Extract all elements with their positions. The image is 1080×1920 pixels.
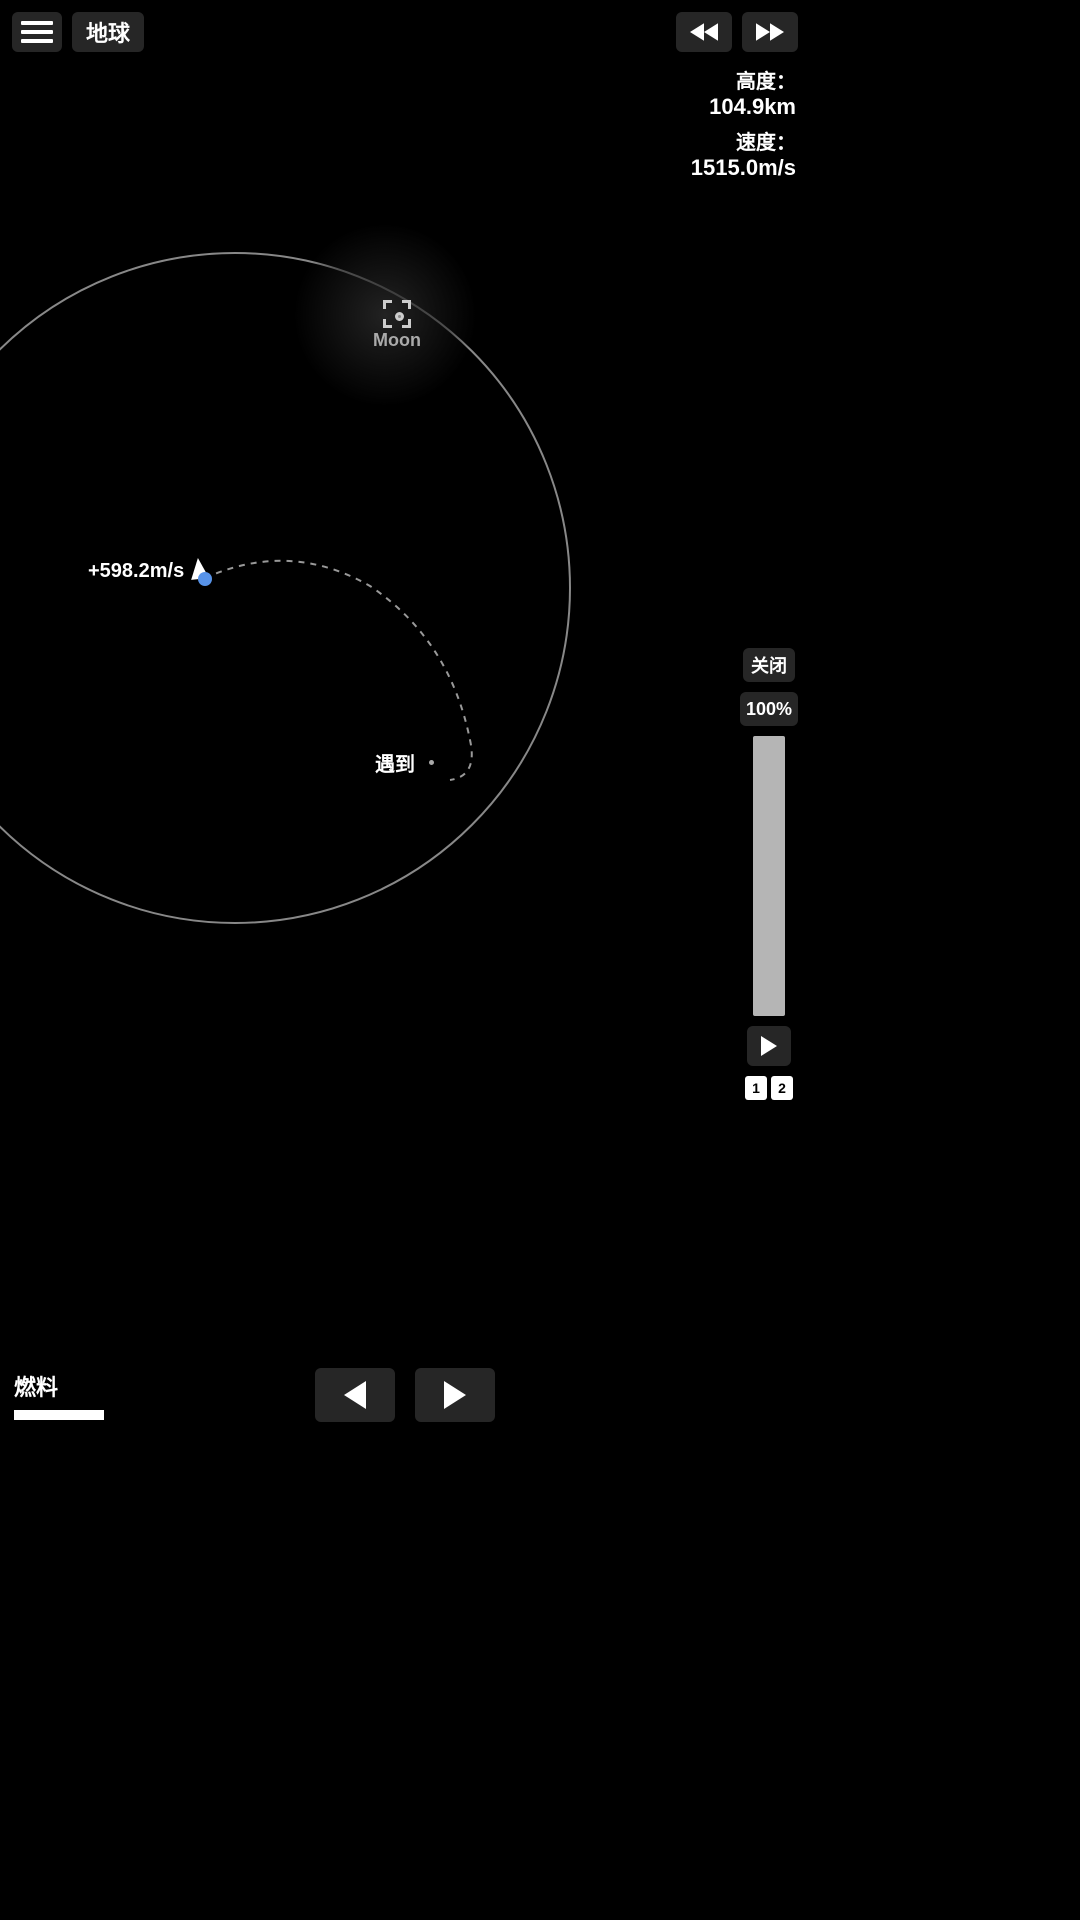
menu-button[interactable]: [12, 12, 62, 52]
deltav-readout: +598.2m/s: [88, 560, 184, 583]
target-bracket-icon: [383, 300, 411, 328]
rewind-icon: [690, 22, 718, 42]
fuel-label: 燃料: [14, 1370, 104, 1402]
focus-body-label: 地球: [86, 16, 130, 48]
timewarp-decrease-button[interactable]: [676, 12, 732, 52]
stage-indicator: 1 2: [745, 1076, 793, 1100]
triangle-left-icon: [344, 1381, 366, 1409]
stage-number[interactable]: 2: [771, 1076, 793, 1100]
encounter-label: 遇到: [375, 748, 415, 777]
encounter-dot-icon: [429, 760, 434, 765]
throttle-percent-button[interactable]: 100%: [740, 692, 798, 726]
craft-marker[interactable]: [198, 572, 212, 586]
fuel-panel: 燃料: [14, 1370, 104, 1420]
stage-activate-button[interactable]: [747, 1026, 791, 1066]
altitude-value: 104.9km: [691, 94, 796, 120]
throttle-percent-label: 100%: [746, 699, 792, 720]
fuel-bar: [14, 1410, 104, 1420]
map-view[interactable]: Moon +598.2m/s 遇到: [0, 0, 810, 1440]
focus-body-button[interactable]: 地球: [72, 12, 144, 52]
next-craft-button[interactable]: [415, 1368, 495, 1422]
moon-target-marker[interactable]: Moon: [373, 300, 421, 351]
telemetry-panel: 高度： 104.9km 速度： 1515.0m/s: [691, 65, 796, 187]
prev-craft-button[interactable]: [315, 1368, 395, 1422]
throttle-slider[interactable]: [753, 736, 785, 1016]
target-body-label: Moon: [373, 330, 421, 351]
altitude-label: 高度：: [691, 65, 796, 94]
velocity-value: 1515.0m/s: [691, 155, 796, 181]
rcs-label: 关闭: [751, 652, 787, 678]
encounter-marker[interactable]: 遇到: [375, 748, 434, 777]
stage-number[interactable]: 1: [745, 1076, 767, 1100]
timewarp-increase-button[interactable]: [742, 12, 798, 52]
triangle-right-icon: [444, 1381, 466, 1409]
play-icon: [761, 1036, 777, 1056]
velocity-label: 速度：: [691, 126, 796, 155]
fastforward-icon: [756, 22, 784, 42]
rcs-toggle-button[interactable]: 关闭: [743, 648, 795, 682]
